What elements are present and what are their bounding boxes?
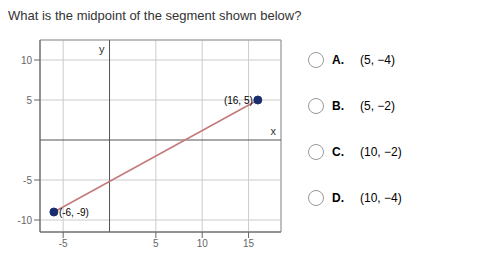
html-text:C.: C. — [332, 145, 344, 159]
svg-text:x: x — [271, 125, 277, 137]
svg-text:-5: -5 — [23, 175, 32, 186]
svg-text:-5: -5 — [59, 238, 68, 249]
svg-text:15: 15 — [243, 238, 255, 249]
svg-text:(16, 5): (16, 5) — [224, 95, 253, 106]
html-text:(5, −4): (5, −4) — [360, 53, 395, 67]
html-text:D.: D. — [332, 191, 344, 205]
svg-text:5: 5 — [26, 95, 32, 106]
html-text:What is the midpoint of the se: What is the midpoint of the segment show… — [8, 8, 302, 23]
html-text:B.: B. — [332, 99, 344, 113]
svg-text:y: y — [99, 43, 105, 55]
svg-text:10: 10 — [197, 238, 209, 249]
svg-text:(-6, -9): (-6, -9) — [59, 207, 89, 218]
svg-text:5: 5 — [153, 238, 159, 249]
html-text:(10, −4): (10, −4) — [360, 191, 402, 205]
html-text:A.: A. — [332, 53, 344, 67]
svg-text:-10: -10 — [18, 215, 33, 226]
html-text:(5, −2): (5, −2) — [360, 99, 395, 113]
html-text:(10, −2): (10, −2) — [360, 145, 402, 159]
svg-text:10: 10 — [21, 55, 33, 66]
